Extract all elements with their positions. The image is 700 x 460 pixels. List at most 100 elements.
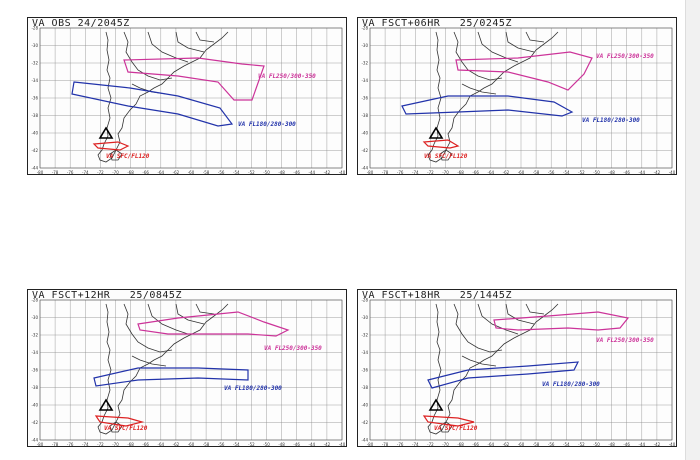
x-tick-label: -70 [112, 442, 119, 447]
x-tick-label: -64 [158, 442, 165, 447]
label-high-level: VA FL250/300-350 [596, 53, 654, 60]
x-tick-label: -40 [339, 170, 346, 175]
label-low-level: VA SFC/FL120 [104, 425, 148, 432]
map-canvas: -80 -78 -76 -74 -72 -70 -68 -66 -64 -62 -60 -58 -56 -… [361, 298, 675, 448]
plot-frame [39, 27, 343, 169]
x-tick-label: -52 [248, 170, 255, 175]
x-tick-label: -80 [37, 170, 44, 175]
map-canvas: -80 -78 -76 -74 -72 -70 -68 -66 -64 -62 -60 -58 -56 -… [361, 26, 676, 176]
x-tick-label: -74 [412, 442, 419, 447]
ash-area-high [455, 51, 593, 91]
x-tick-label: -74 [82, 170, 89, 175]
ash-area-high [493, 311, 630, 331]
x-tick-label: -66 [472, 442, 479, 447]
x-tick-label: -44 [309, 170, 316, 175]
y-tick-label: -32 [31, 61, 38, 66]
x-tick-label: -68 [127, 442, 134, 447]
x-tick-label: -80 [367, 170, 374, 175]
scrollbar[interactable] [685, 0, 700, 460]
x-tick-label: -64 [158, 170, 165, 175]
x-tick-label: -50 [593, 442, 600, 447]
y-tick-label: -42 [31, 148, 38, 153]
coastline [427, 31, 559, 163]
x-tick-label: -56 [548, 170, 555, 175]
y-tick-label: -32 [361, 333, 368, 338]
x-tick-label: -56 [548, 442, 555, 447]
y-tick-label: -32 [361, 61, 368, 66]
x-tick-label: -44 [639, 170, 646, 175]
x-tick-label: -58 [203, 442, 210, 447]
x-tick-label: -56 [218, 170, 225, 175]
ash-area-high [137, 311, 290, 337]
x-tick-label: -66 [142, 170, 149, 175]
x-tick-label: -44 [639, 442, 646, 447]
label-low-level: VA SFC/FL120 [106, 153, 150, 160]
y-tick-label: -30 [31, 315, 38, 320]
coastline [427, 303, 559, 435]
plot-frame [39, 299, 343, 441]
y-tick-label: -44 [31, 166, 38, 171]
y-tick-label: -40 [361, 131, 368, 136]
tierra-del-fuego [439, 421, 453, 433]
x-tick-label: -62 [173, 170, 180, 175]
x-tick-label: -40 [339, 442, 346, 447]
y-tick-label: -32 [31, 333, 38, 338]
x-tick-label: -54 [563, 170, 570, 175]
ash-area-mid [71, 81, 234, 127]
x-tick-label: -52 [248, 442, 255, 447]
volcano-icon [98, 126, 114, 139]
x-tick-label: -70 [442, 170, 449, 175]
x-tick-label: -78 [382, 442, 389, 447]
x-tick-label: -80 [367, 442, 374, 447]
tierra-del-fuego [109, 149, 123, 161]
map-canvas: -80 -78 -76 -74 -72 -70 -68 -66 -64 -62 -60 -58 -56 -… [31, 298, 346, 448]
x-tick-label: -40 [669, 170, 676, 175]
x-tick-label: -46 [623, 442, 630, 447]
ash-area-mid [427, 361, 580, 389]
y-tick-label: -34 [361, 350, 368, 355]
x-tick-label: -52 [578, 170, 585, 175]
y-tick-label: -44 [361, 438, 368, 443]
x-tick-label: -48 [278, 170, 285, 175]
x-tick-label: -76 [397, 170, 404, 175]
y-tick-label: -38 [361, 385, 368, 390]
x-tick-label: -46 [623, 170, 630, 175]
x-tick-label: -60 [188, 170, 195, 175]
x-tick-label: -54 [233, 170, 240, 175]
x-tick-label: -72 [427, 170, 434, 175]
ash-area-low [422, 139, 460, 149]
label-high-level: VA FL250/300-350 [264, 345, 322, 352]
y-tick-label: -38 [361, 113, 368, 118]
ash-area-low [94, 415, 145, 427]
y-tick-label: -44 [31, 438, 38, 443]
y-tick-label: -36 [361, 96, 368, 101]
label-high-level: VA FL250/300-350 [596, 337, 654, 344]
y-tick-label: -36 [361, 368, 368, 373]
x-tick-label: -42 [654, 442, 661, 447]
y-tick-label: -34 [31, 78, 38, 83]
x-tick-label: -74 [82, 442, 89, 447]
x-tick-label: -60 [188, 442, 195, 447]
panel-title: VA FSCT+18HR 25/1445Z [362, 290, 512, 301]
ash-area-mid [401, 95, 574, 117]
x-tick-label: -76 [67, 442, 74, 447]
y-tick-label: -28 [361, 298, 368, 303]
x-tick-label: -54 [233, 442, 240, 447]
y-tick-label: -30 [361, 315, 368, 320]
x-tick-label: -66 [142, 442, 149, 447]
x-tick-label: -58 [203, 170, 210, 175]
x-tick-label: -76 [397, 442, 404, 447]
y-tick-label: -40 [361, 403, 368, 408]
map-panel-fcst-18: -80 -78 -76 -74 -72 -70 -68 -66 -64 -62 -60 -58 -56 -… [357, 289, 677, 447]
y-tick-label: -34 [31, 350, 38, 355]
ash-area-mid [93, 367, 249, 387]
panel-title: VA OBS 24/2045Z [32, 18, 130, 29]
x-tick-label: -68 [457, 442, 464, 447]
x-tick-label: -54 [563, 442, 570, 447]
x-tick-label: -42 [324, 170, 331, 175]
x-tick-label: -58 [533, 170, 540, 175]
x-tick-label: -66 [472, 170, 479, 175]
map-canvas: -80 -78 -76 -74 -72 -70 -68 -66 -64 -62 -60 -58 -56 -… [31, 26, 346, 176]
x-tick-label: -70 [112, 170, 119, 175]
x-tick-label: -78 [52, 442, 59, 447]
